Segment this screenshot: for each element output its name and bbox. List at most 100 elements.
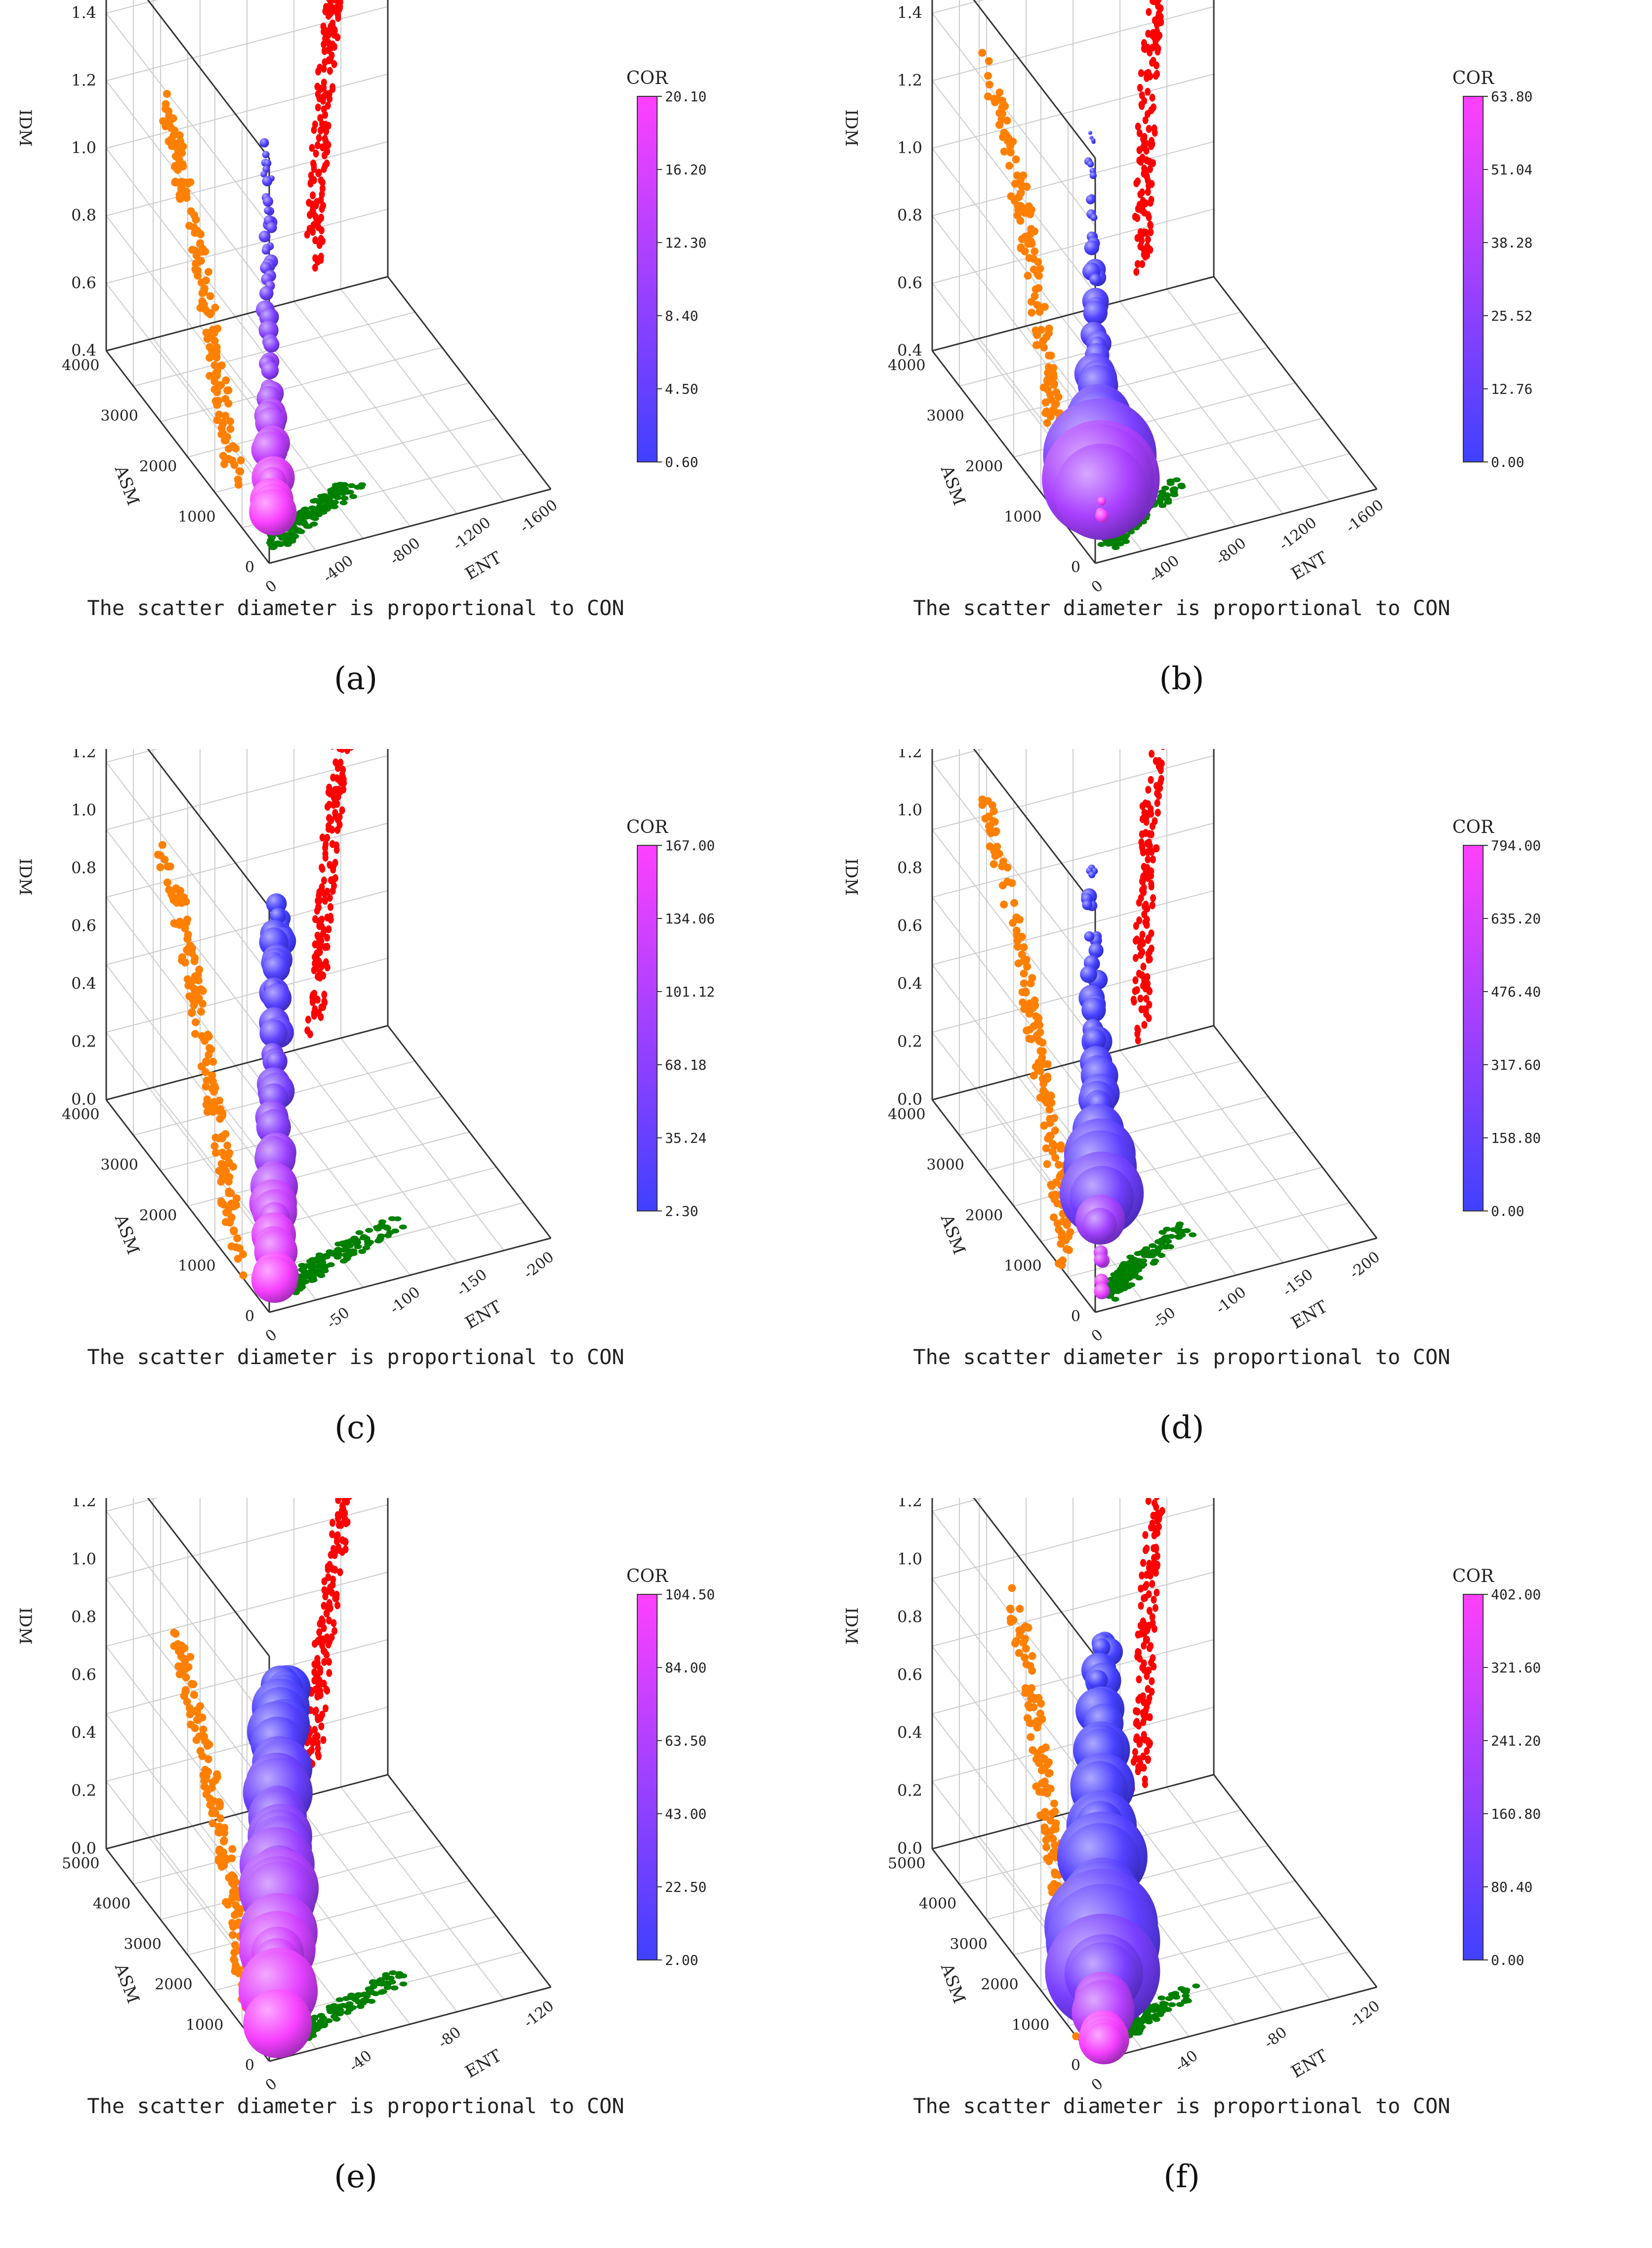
ent-idm-point	[1147, 199, 1154, 207]
colorbar-title: COR	[626, 68, 668, 88]
chart-caption: The scatter diameter is proportional to …	[913, 2094, 1450, 2118]
bubble-point	[1081, 998, 1106, 1022]
asm-idm-point	[1053, 1199, 1062, 1207]
asm-idm-point	[231, 1964, 240, 1972]
ent-idm-point	[1156, 9, 1162, 18]
asm-idm-point	[1043, 1789, 1051, 1797]
panel-e: 0 -40 -80 -120 0 1000 2000 3000 4000 5000 0.0 0.2 0.…	[0, 1498, 826, 2247]
asm-idm-point	[1027, 225, 1035, 233]
asm-idm-point	[222, 376, 230, 384]
ent-idm-point	[1152, 817, 1158, 825]
x-tick-label: -1600	[517, 497, 561, 537]
bubbles	[1044, 1631, 1160, 2065]
asm-idm-point	[190, 992, 198, 1000]
ent-idm-point	[1137, 995, 1144, 1003]
z-tick-label: 1.0	[897, 1549, 922, 1568]
ent-asm-point	[319, 2015, 328, 2021]
ent-asm-point	[1152, 2012, 1160, 2018]
ent-idm-point	[321, 997, 328, 1005]
ent-idm-point	[1149, 1580, 1156, 1588]
ent-idm-point	[1145, 855, 1151, 864]
asm-idm-point	[1019, 998, 1027, 1006]
y-tick-label: 4000	[888, 1106, 925, 1124]
asm-idm-point	[1016, 175, 1025, 184]
ent-idm-point	[1145, 245, 1152, 253]
ent-idm-point	[1145, 1756, 1151, 1764]
asm-idm-point	[1035, 302, 1043, 310]
ent-asm-point	[1170, 492, 1179, 498]
asm-idm-point	[228, 1845, 237, 1853]
ent-asm-point	[1182, 1993, 1190, 1998]
ent-idm-point	[322, 1704, 329, 1712]
asm-idm-point	[1027, 237, 1035, 246]
ent-idm-point	[317, 63, 323, 72]
ent-asm-point	[1117, 1265, 1126, 1271]
ent-asm-point	[333, 495, 342, 500]
ent-idm-point	[1135, 177, 1141, 186]
ent-idm-point	[318, 214, 325, 222]
asm-idm-point	[222, 1167, 230, 1175]
ent-asm-point	[1178, 1232, 1186, 1238]
ent-idm-point	[1147, 1644, 1153, 1652]
asm-idm-point	[1051, 1154, 1060, 1162]
ent-idm-point	[322, 111, 329, 119]
colorbar-tick-label: 160.80	[1491, 1806, 1541, 1822]
ent-asm-point	[346, 1251, 354, 1257]
asm-idm-point	[1040, 1121, 1048, 1129]
axis-edge	[1213, 276, 1378, 490]
asm-idm-point	[1018, 950, 1026, 958]
x-tick-label: -80	[435, 2024, 464, 2052]
ent-asm-point	[353, 1238, 361, 1243]
asm-idm-point	[1048, 1809, 1056, 1818]
x-axis-label: ENT	[462, 1297, 505, 1333]
asm-idm-point	[995, 121, 1003, 129]
ent-idm-point	[1147, 867, 1154, 875]
ent-idm-point	[326, 56, 332, 64]
asm-idm-point	[204, 308, 212, 316]
ent-asm-point	[1121, 539, 1130, 544]
asm-idm-point	[1027, 1733, 1035, 1741]
asm-idm-point	[1021, 1654, 1029, 1662]
ent-idm-point	[1155, 808, 1161, 817]
ent-idm-point	[1135, 123, 1141, 131]
z-tick-label: 1.0	[897, 138, 922, 157]
asm-idm-point	[1050, 380, 1058, 389]
asm-idm-point	[1042, 1144, 1050, 1153]
asm-idm-point	[237, 456, 245, 464]
grid-line	[932, 1498, 985, 1512]
colorbar-tick-label: 22.50	[665, 1879, 706, 1895]
ent-idm-point	[1146, 1014, 1152, 1022]
ent-idm-point	[1141, 910, 1148, 918]
x-tick-label: -800	[1213, 535, 1250, 569]
ent-idm-point	[1153, 1543, 1159, 1552]
axis-edge	[106, 1025, 388, 1101]
ent-asm-point	[1175, 1224, 1183, 1229]
ent-asm-point	[268, 545, 277, 550]
y-tick-label: 3000	[101, 1157, 138, 1174]
bubble-point	[1083, 1028, 1106, 1051]
z-tick-label: 1.0	[71, 800, 96, 819]
y-tick-label: 4000	[919, 1895, 956, 1913]
asm-idm-point	[222, 1208, 231, 1216]
y-axis-label: ASM	[937, 462, 969, 508]
ent-asm-point	[349, 494, 357, 499]
ent-idm-point	[317, 1635, 324, 1643]
asm-idm-point	[234, 1254, 242, 1263]
ent-idm-point	[328, 1551, 334, 1559]
asm-idm-point	[1025, 202, 1033, 210]
asm-idm-point	[186, 942, 194, 950]
asm-idm-point	[192, 1736, 201, 1744]
ent-asm-point	[356, 2004, 365, 2009]
ent-asm-point	[287, 537, 295, 542]
ent-idm-point	[316, 944, 323, 952]
asm-idm-point	[1045, 324, 1053, 333]
asm-idm-point	[186, 1653, 195, 1661]
asm-idm-point	[230, 1956, 239, 1964]
z-tick-label: 0.8	[71, 858, 96, 877]
asm-idm-point	[226, 417, 234, 425]
asm-idm-point	[1056, 1172, 1064, 1181]
ent-asm-point	[1170, 1227, 1178, 1232]
asm-idm-point	[217, 430, 226, 438]
asm-idm-point	[211, 1809, 219, 1817]
ent-asm-point	[391, 1228, 399, 1234]
